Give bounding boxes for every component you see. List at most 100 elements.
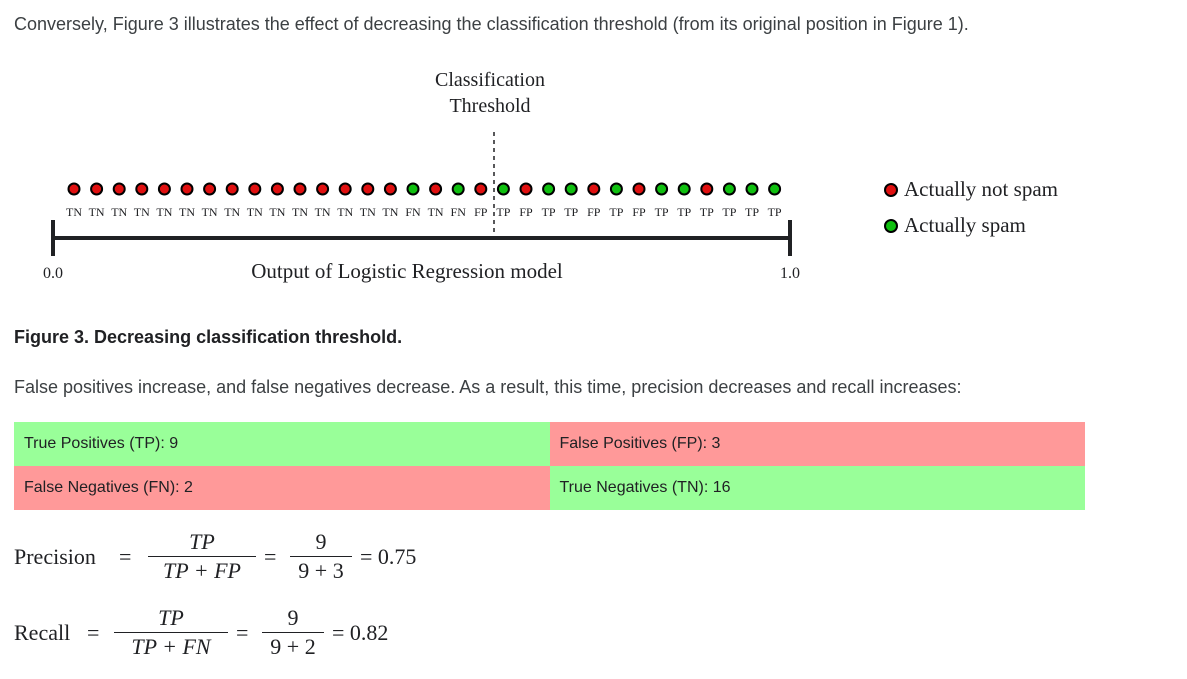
example-label: TP	[609, 205, 623, 219]
example-dot	[293, 182, 307, 196]
example-label: TP	[496, 205, 510, 219]
example-dot	[496, 182, 510, 196]
example-dot	[135, 182, 149, 196]
example-dot	[157, 182, 171, 196]
example-label: FP	[519, 205, 533, 219]
example-label: FN	[451, 205, 467, 219]
precision-label: Precision	[14, 544, 96, 569]
example-dot	[564, 182, 578, 196]
dots-group	[67, 182, 782, 196]
recall-numerator-symbolic: TP	[158, 605, 184, 630]
example-label: TP	[745, 205, 759, 219]
example-dot	[451, 182, 465, 196]
precision-denominator-symbolic: TP + FP	[163, 558, 241, 583]
example-label: TP	[722, 205, 736, 219]
precision-formula: Precision = TP TP + FP = 9 9 + 3 = 0.75	[14, 528, 474, 590]
figure-caption: Figure 3. Decreasing classification thre…	[14, 327, 403, 347]
recall-label: Recall	[14, 620, 71, 645]
recall-fraction-numeric: 9 9 + 2	[262, 604, 324, 661]
labels-group: TN TN TN TN TN TN TN TN TN TN TN TN TN TN TN FN TN FN FP TP…	[66, 205, 782, 219]
example-dot	[90, 182, 104, 196]
example-label: TP	[564, 205, 578, 219]
axis-max-label: 1.0	[780, 265, 800, 282]
recall-result: = 0.82	[332, 620, 389, 645]
example-label: TN	[428, 205, 444, 219]
example-dot	[338, 182, 352, 196]
example-dot	[587, 182, 601, 196]
false-positives-cell: False Positives (FP): 3	[549, 422, 1085, 466]
precision-equals-2: =	[264, 544, 277, 569]
example-dot	[316, 182, 330, 196]
intro-paragraph: Conversely, Figure 3 illustrates the eff…	[14, 14, 969, 34]
example-dot	[745, 182, 759, 196]
example-dot	[632, 182, 646, 196]
recall-fraction-symbolic: TP TP + FN	[114, 604, 228, 661]
example-dot	[722, 182, 736, 196]
threshold-label-line1: Classification	[435, 69, 545, 91]
figure-3-diagram: Classification Threshold TN TN TN TN TN TN TN T…	[0, 60, 1187, 300]
example-label: TN	[337, 205, 353, 219]
example-label: TP	[677, 205, 691, 219]
example-dot	[609, 182, 623, 196]
legend-label-not-spam: Actually not spam	[904, 177, 1058, 201]
example-label: TN	[134, 205, 150, 219]
example-dot	[361, 182, 375, 196]
example-label: TP	[700, 205, 714, 219]
false-negatives-cell: False Negatives (FN): 2	[14, 466, 550, 510]
example-dot	[180, 182, 194, 196]
precision-fraction-symbolic: TP TP + FP	[148, 528, 256, 585]
example-dot	[406, 182, 420, 196]
example-dot	[67, 182, 81, 196]
example-dot	[270, 182, 284, 196]
example-label: FP	[632, 205, 646, 219]
example-dot	[474, 182, 488, 196]
example-label: TN	[179, 205, 195, 219]
example-label: FP	[474, 205, 488, 219]
precision-equals: =	[119, 544, 132, 569]
example-label: TN	[224, 205, 240, 219]
example-label: TN	[292, 205, 308, 219]
example-label: TN	[360, 205, 376, 219]
precision-fraction-numeric: 9 9 + 3	[290, 528, 352, 585]
example-dot	[768, 182, 782, 196]
precision-result: = 0.75	[360, 544, 417, 569]
example-label: TN	[89, 205, 105, 219]
example-dot	[677, 182, 691, 196]
recall-numerator-numeric: 9	[287, 605, 299, 630]
example-dot	[700, 182, 714, 196]
precision-numerator-numeric: 9	[315, 529, 327, 554]
recall-denominator-symbolic: TP + FN	[131, 634, 211, 659]
example-label: FN	[405, 205, 421, 219]
example-label: TN	[382, 205, 398, 219]
example-dot	[203, 182, 217, 196]
example-label: TP	[542, 205, 556, 219]
example-label: TN	[247, 205, 263, 219]
precision-denominator-numeric: 9 + 3	[298, 558, 344, 583]
legend-dot-spam	[884, 219, 898, 233]
example-dot	[248, 182, 262, 196]
axis-label: Output of Logistic Regression model	[251, 259, 563, 283]
example-dot	[225, 182, 239, 196]
legend-dot-not-spam	[884, 183, 898, 197]
example-dot	[542, 182, 556, 196]
confusion-matrix: True Positives (TP): 9 False Positives (…	[14, 422, 1085, 510]
example-dot	[112, 182, 126, 196]
example-label: TN	[111, 205, 127, 219]
legend-label-spam: Actually spam	[904, 213, 1026, 237]
example-dot	[383, 182, 397, 196]
recall-denominator-numeric: 9 + 2	[270, 634, 316, 659]
threshold-label-line2: Threshold	[449, 95, 530, 117]
example-label: FP	[587, 205, 601, 219]
example-label: TN	[202, 205, 218, 219]
example-dot	[655, 182, 669, 196]
true-negatives-cell: True Negatives (TN): 16	[549, 466, 1085, 510]
true-positives-cell: True Positives (TP): 9	[14, 422, 550, 466]
example-dot	[519, 182, 533, 196]
axis-min-label: 0.0	[43, 265, 63, 282]
explanation-paragraph: False positives increase, and false nega…	[14, 377, 962, 397]
precision-numerator-symbolic: TP	[189, 529, 215, 554]
example-label: TN	[269, 205, 285, 219]
threshold-diagram-svg: Classification Threshold TN TN TN TN TN TN TN T…	[43, 69, 1058, 283]
example-label: TP	[768, 205, 782, 219]
example-label: TN	[315, 205, 331, 219]
